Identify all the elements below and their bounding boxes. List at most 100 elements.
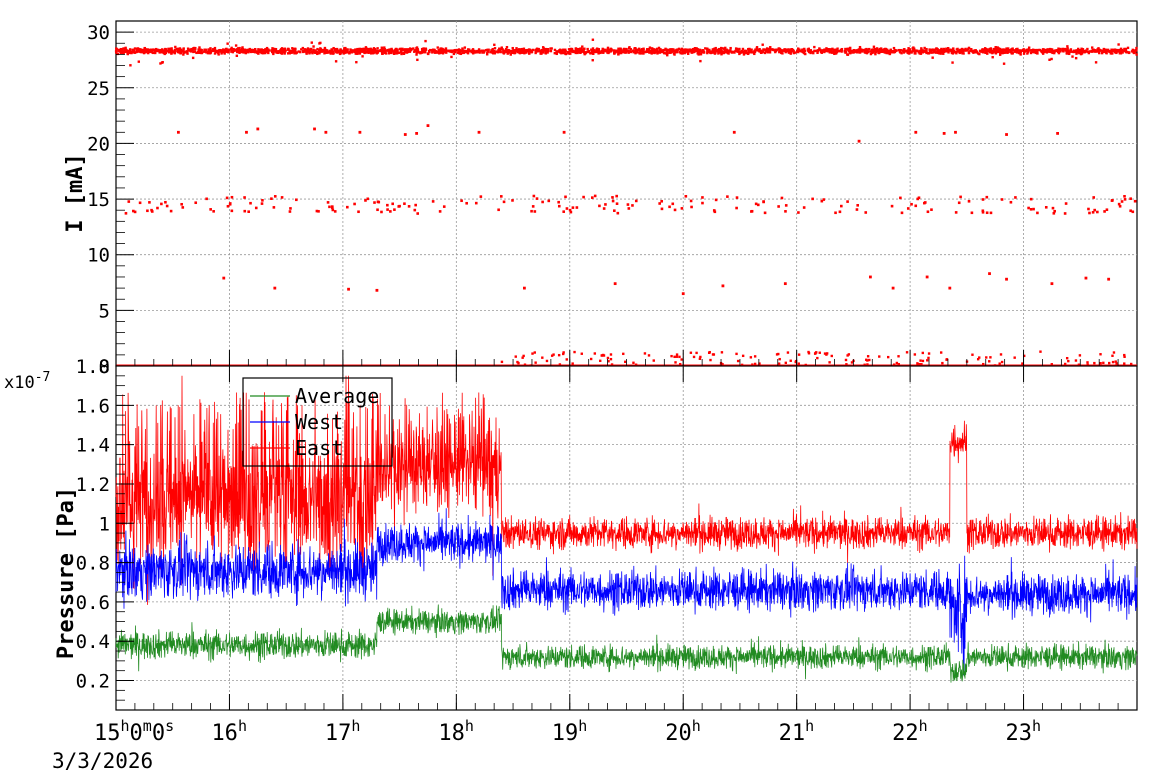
- current-point: [573, 350, 576, 354]
- current-point: [405, 48, 409, 51]
- current-point: [599, 51, 603, 54]
- current-point: [651, 47, 654, 50]
- current-point: [1091, 211, 1095, 214]
- current-point: [150, 210, 154, 213]
- current-point: [326, 201, 330, 204]
- current-point: [301, 49, 305, 53]
- current-point: [778, 49, 782, 52]
- current-point: [1065, 356, 1069, 360]
- current-point: [280, 48, 283, 51]
- current-point: [639, 51, 642, 54]
- current-point: [1042, 50, 1046, 54]
- pressure-x-axis: 15h0m0s 16h 17h 18h 19h 20h 21h 22h 23h: [94, 366, 1119, 746]
- current-point: [211, 48, 215, 51]
- current-point: [619, 47, 622, 51]
- current-point: [1005, 133, 1008, 136]
- current-point: [531, 48, 535, 52]
- current-point: [355, 60, 358, 64]
- current-point: [786, 351, 790, 354]
- current-point: [702, 51, 706, 54]
- current-point: [428, 50, 431, 54]
- current-point: [928, 48, 931, 51]
- current-point: [459, 49, 463, 52]
- current-point: [784, 48, 788, 51]
- current-point: [311, 51, 314, 55]
- current-point: [1097, 47, 1100, 50]
- current-point: [272, 52, 275, 56]
- current-point: [669, 48, 672, 51]
- current-point: [575, 49, 579, 52]
- current-point: [768, 47, 772, 51]
- current-point: [388, 50, 391, 54]
- legend-label-east: East: [295, 436, 343, 460]
- current-point: [874, 50, 878, 54]
- current-point: [383, 48, 386, 51]
- current-point: [914, 52, 917, 55]
- current-point: [616, 211, 620, 215]
- current-point: [252, 49, 255, 53]
- current-point: [564, 52, 568, 56]
- current-point: [471, 48, 475, 51]
- current-point: [115, 47, 118, 50]
- current-point: [138, 201, 142, 205]
- current-point: [1086, 363, 1089, 367]
- current-point: [333, 210, 337, 213]
- current-point: [1004, 50, 1008, 53]
- current-point: [381, 51, 384, 54]
- current-point: [668, 51, 672, 54]
- current-point: [735, 48, 738, 52]
- current-point: [580, 48, 583, 51]
- current-point: [198, 51, 201, 55]
- current-point: [1000, 198, 1004, 201]
- current-point: [816, 356, 819, 360]
- current-point: [515, 49, 519, 52]
- current-point: [116, 52, 119, 56]
- current-point: [209, 208, 212, 211]
- current-point: [317, 48, 321, 52]
- current-point: [245, 130, 248, 134]
- current-point: [738, 47, 741, 51]
- current-point: [539, 50, 543, 53]
- legend-label-average: Average: [295, 384, 379, 408]
- current-point: [579, 50, 582, 54]
- current-point: [895, 49, 898, 52]
- current-point: [1091, 46, 1094, 49]
- current-point: [119, 52, 123, 55]
- current-point: [1019, 53, 1022, 56]
- current-point: [121, 50, 124, 53]
- current-point: [751, 363, 754, 366]
- current-point: [599, 359, 602, 363]
- current-point: [706, 50, 709, 53]
- current-point: [262, 51, 265, 55]
- current-point: [777, 205, 780, 208]
- current-point: [631, 204, 634, 207]
- current-point: [696, 51, 699, 55]
- current-point: [511, 51, 514, 55]
- pressure-y-tick-label: 1.4: [76, 435, 110, 457]
- current-point: [560, 50, 563, 53]
- current-point: [889, 50, 892, 53]
- current-point: [602, 353, 605, 357]
- current-point: [1048, 50, 1051, 53]
- current-point: [701, 201, 704, 205]
- current-point: [626, 49, 629, 53]
- current-point: [415, 132, 419, 135]
- current-point: [1088, 211, 1091, 215]
- current-y-axis-title: I [mA]: [63, 153, 88, 232]
- current-point: [879, 50, 883, 54]
- current-point: [519, 51, 523, 54]
- current-point: [185, 51, 188, 54]
- current-point: [1066, 45, 1069, 48]
- current-point: [143, 50, 147, 54]
- current-point: [288, 210, 292, 213]
- current-point: [698, 357, 702, 360]
- current-x-ticks: [115, 350, 1119, 366]
- current-point: [609, 49, 613, 52]
- current-point: [439, 51, 442, 55]
- current-point: [1002, 62, 1006, 65]
- current-point: [854, 49, 857, 52]
- current-point: [1123, 362, 1126, 365]
- current-point: [969, 49, 972, 53]
- current-point: [405, 51, 409, 54]
- current-point: [574, 49, 577, 53]
